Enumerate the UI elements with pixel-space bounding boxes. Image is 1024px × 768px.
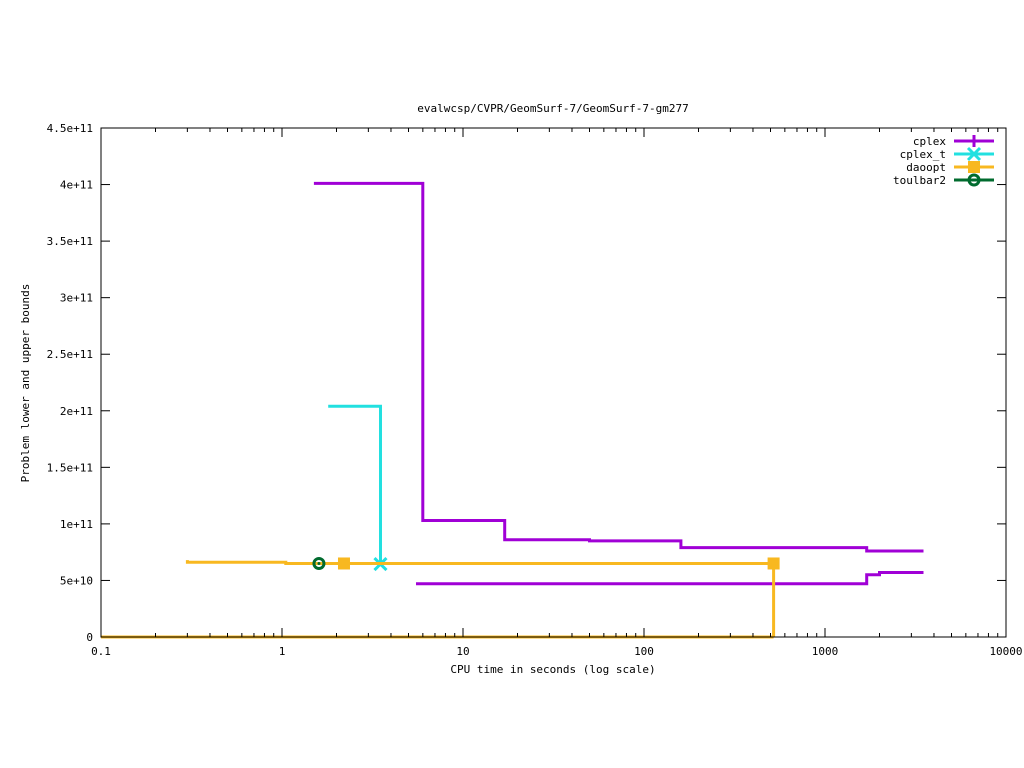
y-tick-label: 3.5e+11 xyxy=(47,235,93,248)
series-cplex-line xyxy=(313,181,924,553)
x-tick-label: 10000 xyxy=(989,645,1022,658)
x-tick-label: 10 xyxy=(456,645,469,658)
y-tick-label: 5e+10 xyxy=(60,574,93,587)
y-tick-label: 4.5e+11 xyxy=(47,122,93,135)
series-daoopt-point xyxy=(337,557,350,570)
legend-marker-shape xyxy=(968,161,980,173)
legend-marker xyxy=(968,161,980,173)
series-daoopt-point xyxy=(767,557,780,570)
series-cplex xyxy=(313,181,924,586)
legend-label: cplex_t xyxy=(900,148,946,161)
plot-frame xyxy=(100,127,1007,638)
y-tick-label: 0 xyxy=(86,631,93,644)
x-tick-label: 0.1 xyxy=(91,645,111,658)
legend-marker xyxy=(968,135,980,147)
x-tick-label: 1 xyxy=(279,645,286,658)
legend-label: cplex xyxy=(913,135,946,148)
series-toulbar2 xyxy=(312,556,326,570)
series-daoopt-point-shape xyxy=(337,557,350,570)
x-tick-label: 100 xyxy=(634,645,654,658)
legend-item-daoopt: daoopt xyxy=(906,161,994,174)
legend-marker-shape xyxy=(967,173,981,187)
series-cplex-line xyxy=(416,571,924,586)
y-tick-label: 2e+11 xyxy=(60,405,93,418)
legend-item-cplex: cplex xyxy=(913,135,994,148)
y-tick-label: 3e+11 xyxy=(60,292,93,305)
series-daoopt xyxy=(101,557,780,639)
chart-title: evalwcsp/CVPR/GeomSurf-7/GeomSurf-7-gm27… xyxy=(417,102,689,115)
series-cplex_t xyxy=(328,404,388,572)
legend-marker-b xyxy=(966,146,982,162)
series-cplex_t-line xyxy=(328,404,382,564)
y-tick-label: 2.5e+11 xyxy=(47,348,93,361)
y-tick-label: 1e+11 xyxy=(60,518,93,531)
series-toulbar2-point-shape xyxy=(312,556,326,570)
ticks-layer: 0 5e+10 1e+11 1.5e+11 2e+11 2.5e+11 3e+11 3.5e+… xyxy=(47,122,1023,658)
x-axis-label: CPU time in seconds (log scale) xyxy=(450,663,655,676)
series-toulbar2-point-dot xyxy=(317,561,321,565)
y-axis-label: Problem lower and upper bounds xyxy=(19,284,32,483)
legend-item-toulbar2: toulbar2 xyxy=(893,173,994,187)
series-daoopt-point-shape xyxy=(767,557,780,570)
series-toulbar2-point xyxy=(312,556,326,570)
legend-label: toulbar2 xyxy=(893,174,946,187)
legend-label: daoopt xyxy=(906,161,946,174)
series-daoopt-line xyxy=(185,560,776,637)
y-tick-label: 4e+11 xyxy=(60,179,93,192)
legend-item-cplex_t: cplex_t xyxy=(900,146,994,162)
legend-marker-dot xyxy=(972,178,976,182)
y-tick-label: 1.5e+11 xyxy=(47,461,93,474)
legend-marker xyxy=(967,173,981,187)
legend-marker xyxy=(966,146,982,162)
x-tick-label: 1000 xyxy=(812,645,839,658)
series-layer xyxy=(101,181,924,639)
